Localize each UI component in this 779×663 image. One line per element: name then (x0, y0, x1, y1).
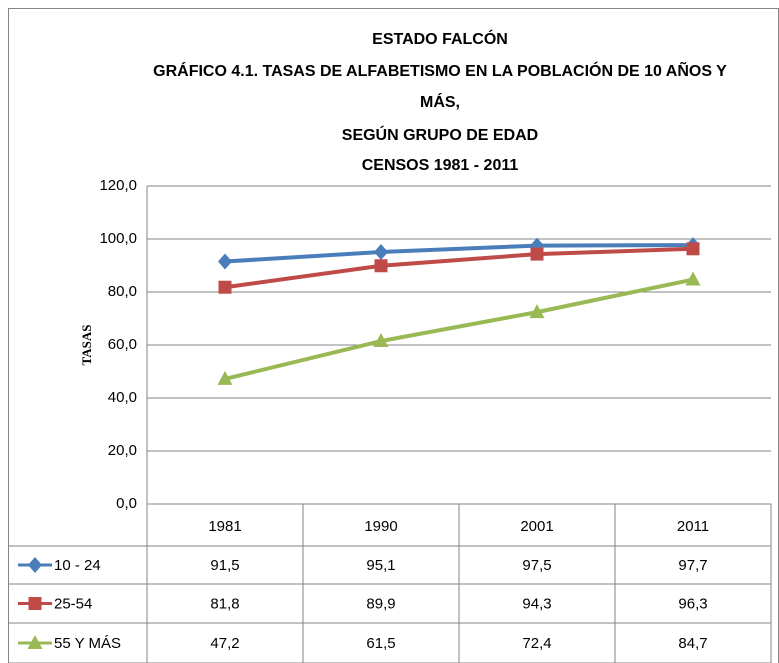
legend-label: 55 Y MÁS (54, 635, 121, 652)
marker (218, 280, 232, 294)
marker (218, 253, 232, 270)
marker (530, 247, 544, 261)
chart-title: MÁS, (420, 92, 460, 111)
marker (685, 271, 701, 286)
y-tick-label: 40,0 (108, 389, 137, 406)
series-line (224, 277, 694, 381)
chart-title: GRÁFICO 4.1. TASAS DE ALFABETISMO EN LA … (153, 60, 727, 80)
marker (686, 242, 700, 256)
marker (27, 635, 43, 649)
x-tick-label: 2001 (520, 518, 553, 535)
x-tick-label: 1981 (208, 518, 241, 535)
table-value: 61,5 (366, 635, 395, 652)
table-value: 95,1 (366, 557, 395, 574)
legend-label: 25-54 (54, 595, 92, 612)
legend-label: 10 - 24 (54, 557, 101, 574)
chart-title: ESTADO FALCÓN (372, 29, 508, 48)
marker (217, 370, 233, 385)
table-value: 81,8 (210, 595, 239, 612)
table-value: 96,3 (678, 595, 707, 612)
marker (373, 333, 389, 348)
marker (374, 259, 388, 273)
x-tick-label: 1990 (364, 518, 397, 535)
y-tick-label: 0,0 (116, 495, 137, 512)
table-value: 47,2 (210, 635, 239, 652)
chart-title: SEGÚN GRUPO DE EDAD (342, 125, 538, 144)
marker (374, 243, 388, 260)
y-tick-label: 100,0 (99, 230, 137, 247)
y-tick-label: 60,0 (108, 336, 137, 353)
y-tick-label: 80,0 (108, 283, 137, 300)
marker (28, 597, 42, 610)
x-tick-label: 2011 (677, 518, 709, 535)
table-value: 84,7 (678, 635, 707, 652)
marker (529, 304, 545, 319)
series-line (224, 246, 694, 290)
table-value: 94,3 (522, 595, 551, 612)
table-value: 72,4 (522, 635, 551, 652)
series-line (224, 243, 694, 264)
y-tick-label: 120,0 (99, 177, 137, 194)
y-tick-label: 20,0 (108, 442, 137, 459)
table-value: 97,7 (678, 557, 707, 574)
y-axis-label: TASAS (79, 325, 94, 366)
table-value: 91,5 (210, 557, 239, 574)
marker (28, 557, 42, 573)
table-value: 89,9 (366, 595, 395, 612)
chart-title: CENSOS 1981 - 2011 (362, 157, 519, 174)
table-value: 97,5 (522, 557, 551, 574)
